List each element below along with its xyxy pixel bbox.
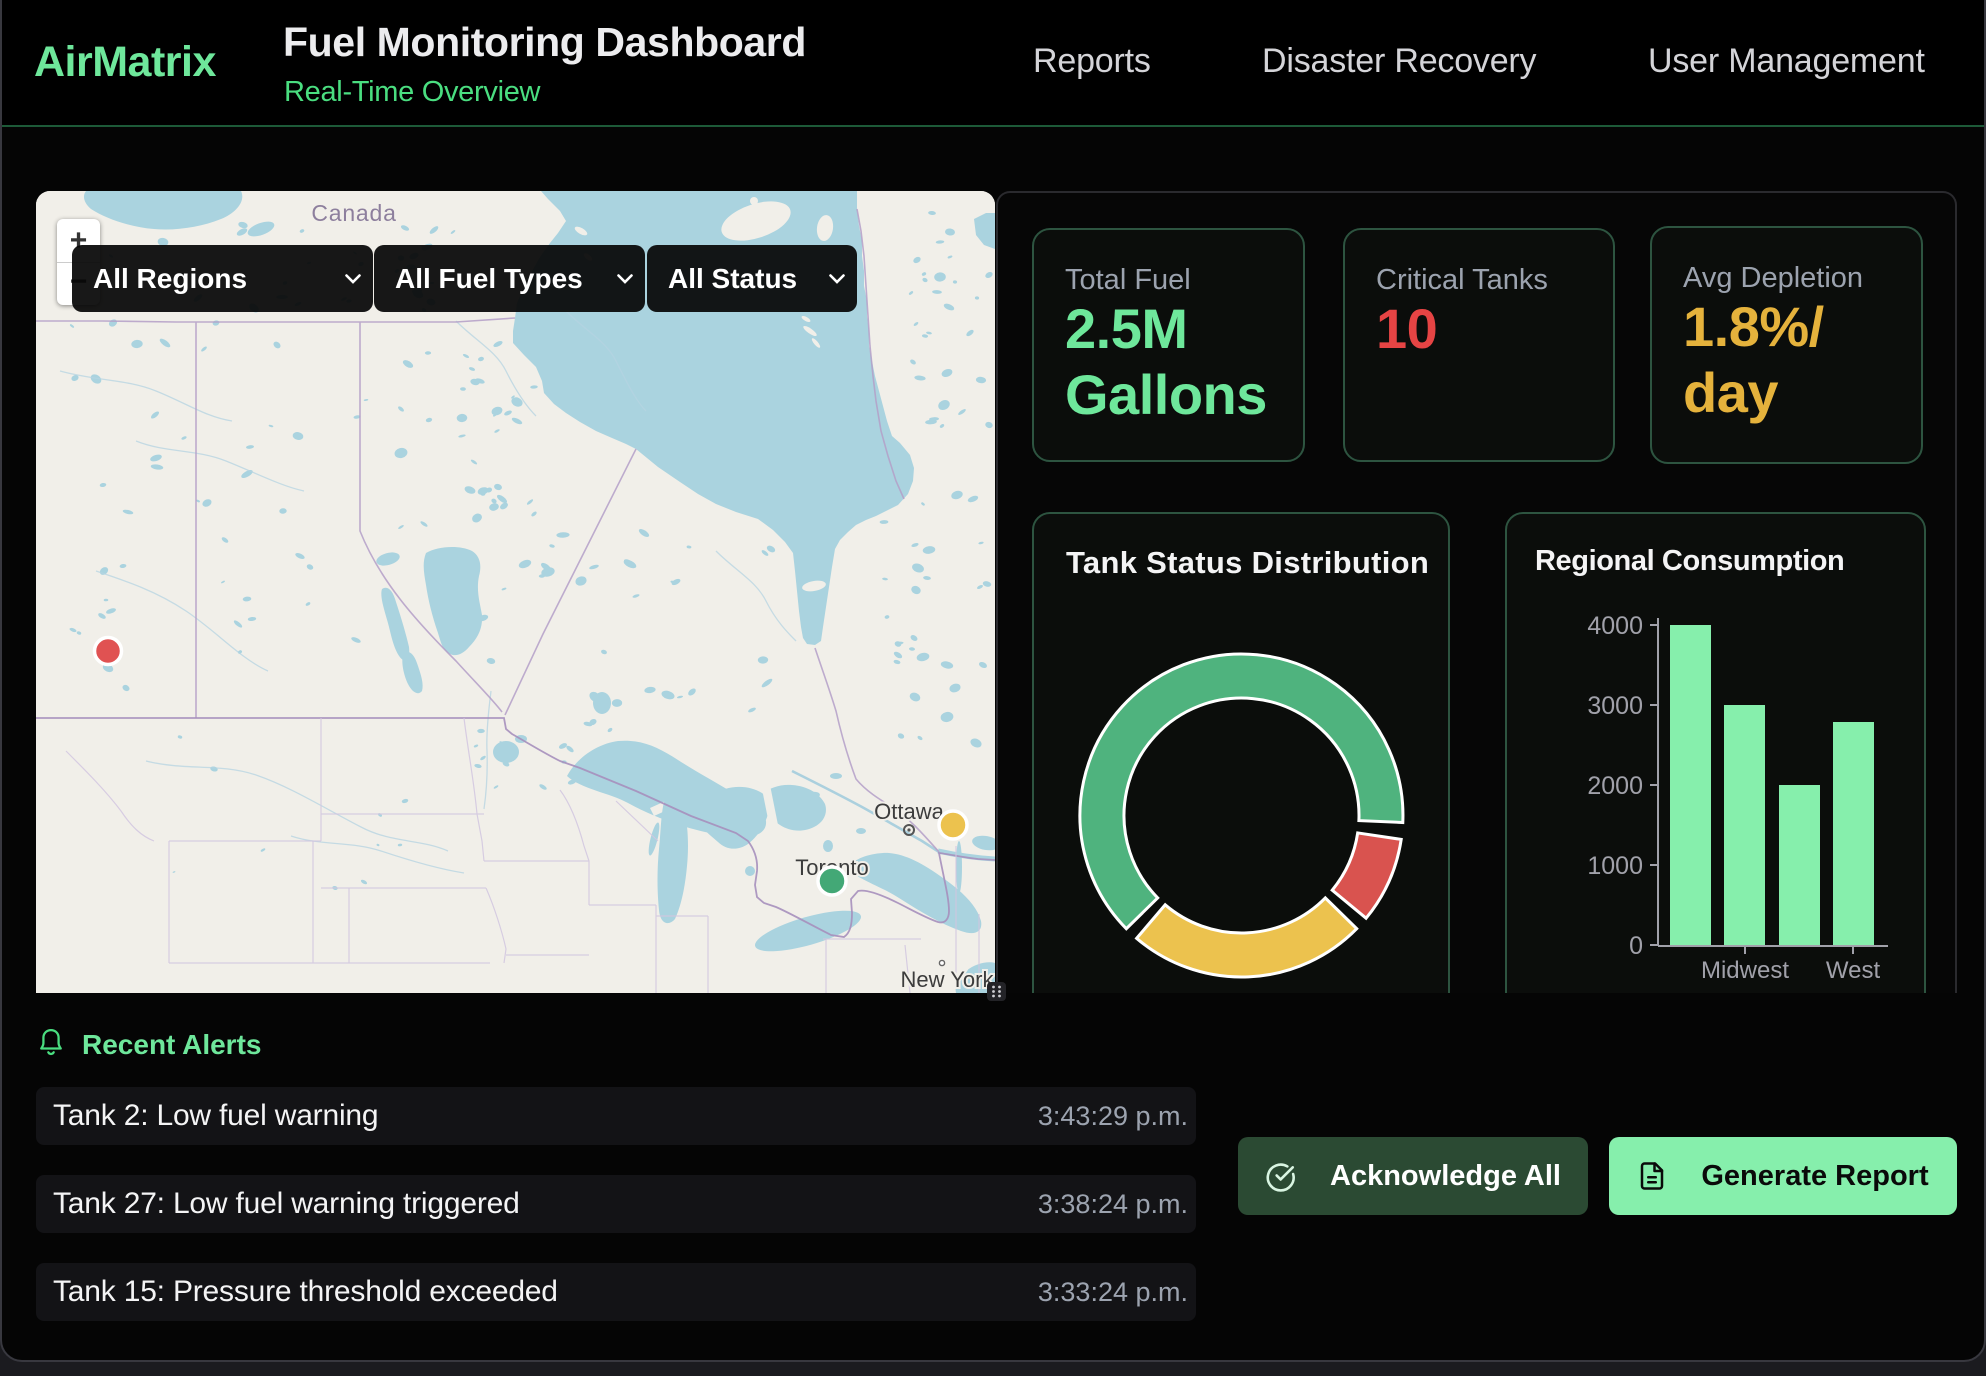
- svg-text:West: West: [1826, 957, 1881, 984]
- svg-text:Canada: Canada: [311, 200, 396, 226]
- svg-text:1000: 1000: [1587, 852, 1643, 880]
- svg-text:4000: 4000: [1587, 612, 1643, 640]
- svg-text:Ottawa: Ottawa: [874, 799, 944, 824]
- svg-text:3000: 3000: [1587, 692, 1643, 720]
- svg-text:0: 0: [1629, 932, 1643, 960]
- svg-text:New York: New York: [901, 967, 995, 992]
- svg-text:Midwest: Midwest: [1701, 957, 1789, 984]
- svg-text:2000: 2000: [1587, 772, 1643, 800]
